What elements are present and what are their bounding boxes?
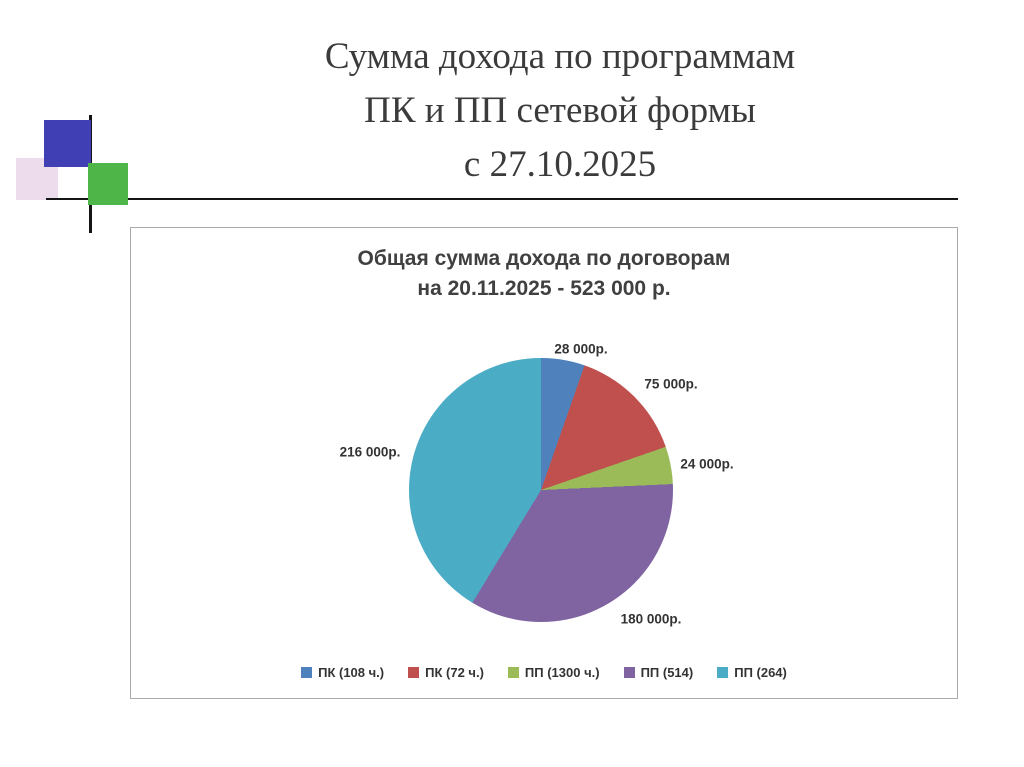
legend-swatch-pp-514 — [623, 667, 635, 678]
chart-title-line-1: Общая сумма дохода по договорам — [357, 247, 731, 270]
legend-item-pp-514: ПП (514) — [623, 665, 694, 680]
legend-swatch-pp-1300 — [507, 667, 519, 678]
data-label-pk-72: 75 000р. — [644, 376, 698, 392]
slide-title-line-1: Сумма дохода по программам — [324, 36, 796, 77]
chart-legend: ПК (108 ч.) ПК (72 ч.) ПП (1300 ч.) ПП (… — [131, 665, 957, 680]
chart-container: Общая сумма дохода по договорам на 20.11… — [130, 227, 958, 699]
legend-label-pk-72: ПК (72 ч.) — [425, 665, 484, 680]
data-label-pk-108: 28 000р. — [554, 341, 608, 357]
pie-chart — [409, 358, 673, 622]
legend-item-pk-108: ПК (108 ч.) — [301, 665, 384, 680]
decor-horizontal-line — [46, 198, 958, 200]
slide-title-line-3: с 27.10.2025 — [463, 144, 657, 185]
slide-title: Сумма дохода по программам ПК и ПП сетев… — [140, 30, 980, 192]
data-label-pp-1300: 24 000р. — [680, 456, 734, 472]
legend-item-pp-264: ПП (264) — [717, 665, 787, 680]
legend-swatch-pk-72 — [408, 667, 420, 678]
legend-swatch-pp-264 — [717, 667, 729, 678]
chart-title: Общая сумма дохода по договорам на 20.11… — [131, 244, 957, 304]
data-label-pp-514: 180 000р. — [620, 611, 682, 627]
legend-label-pp-264: ПП (264) — [734, 665, 787, 680]
legend-label-pp-514: ПП (514) — [640, 665, 694, 680]
legend-label-pp-1300: ПП (1300 ч.) — [524, 665, 600, 680]
legend-swatch-pk-108 — [301, 667, 313, 678]
data-label-pp-264: 216 000р. — [339, 444, 401, 460]
decor-square-green — [88, 163, 128, 205]
decor-square-blue — [44, 120, 91, 167]
slide-title-line-2: ПК и ПП сетевой формы — [364, 90, 756, 131]
chart-title-line-2: на 20.11.2025 - 523 000 р. — [417, 277, 671, 300]
legend-label-pk-108: ПК (108 ч.) — [318, 665, 385, 680]
legend-item-pp-1300: ПП (1300 ч.) — [507, 665, 600, 680]
legend-item-pk-72: ПК (72 ч.) — [408, 665, 484, 680]
